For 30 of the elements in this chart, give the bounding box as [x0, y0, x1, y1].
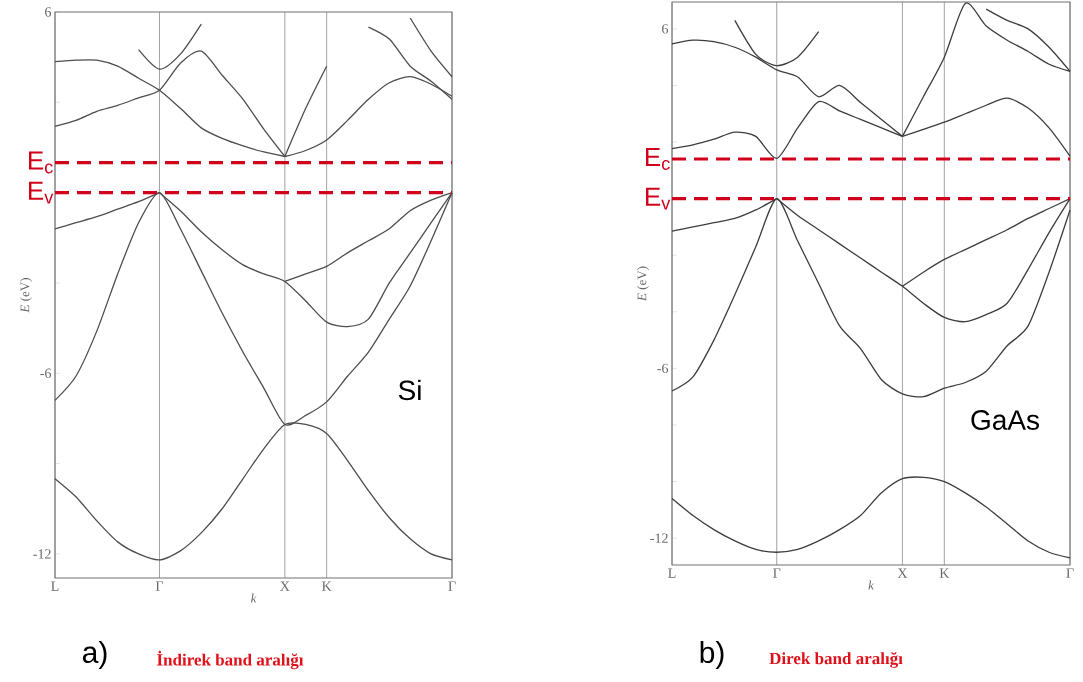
annotation: GaAs — [971, 410, 1040, 430]
ref-line-label: E$_{c}$ — [646, 148, 670, 170]
ref-line-label: E$_{v}$ — [646, 187, 671, 210]
y-axis-title: E (eV) — [20, 278, 32, 313]
x-tick-label: Γ — [1066, 568, 1074, 578]
x-axis-title: k — [250, 593, 257, 603]
y-tick-label: 6 — [45, 7, 52, 17]
ref-line-label: E$_{c}$ — [28, 151, 53, 174]
y-axis-title: E (eV) — [637, 266, 649, 302]
annotation: Si — [398, 379, 421, 401]
text: a) — [82, 641, 107, 669]
x-tick-label: X — [280, 581, 290, 591]
x-tick-label: X — [897, 568, 908, 578]
x-tick-label: L — [51, 581, 59, 591]
x-tick-label: K — [321, 581, 332, 591]
text: Direk band aralığı — [769, 652, 903, 668]
y-tick-label: -12 — [650, 533, 668, 543]
ref-line-label: E$_{v}$ — [28, 181, 54, 204]
y-tick-label: -12 — [33, 549, 51, 559]
y-tick-label: 6 — [662, 24, 669, 34]
text: b) — [700, 641, 724, 669]
x-tick-label: K — [939, 568, 950, 578]
x-tick-label: L — [668, 568, 676, 578]
x-tick-label: Γ — [448, 581, 456, 591]
x-tick-label: Γ — [773, 568, 781, 578]
y-tick-label: -6 — [40, 368, 52, 378]
y-tick-label: -6 — [657, 363, 669, 374]
x-tick-label: Γ — [155, 581, 164, 591]
x-axis-title: k — [868, 580, 875, 590]
text: İndirek band aralığı — [157, 650, 304, 670]
